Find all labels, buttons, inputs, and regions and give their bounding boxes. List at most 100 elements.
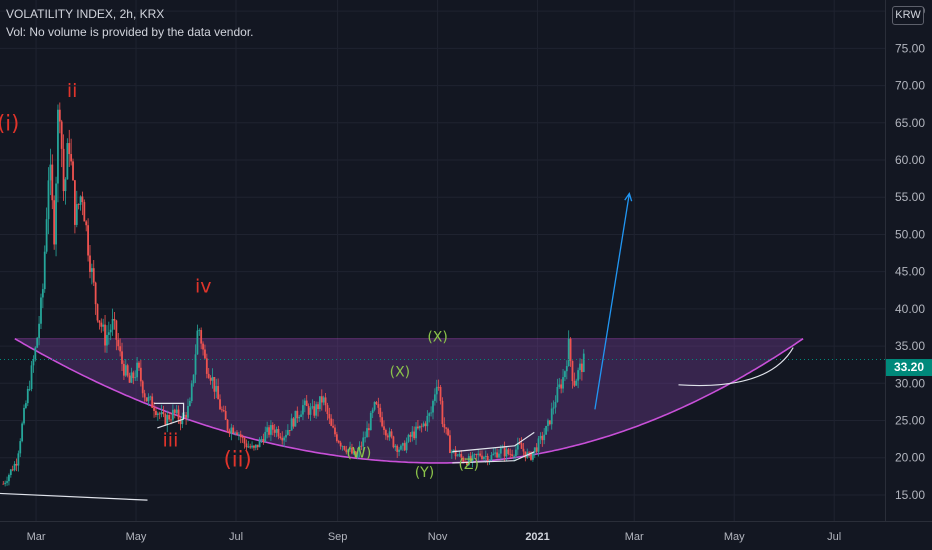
candle-body: [345, 449, 348, 453]
symbol-legend[interactable]: VOLATILITY INDEX, 2h, KRX: [6, 7, 165, 21]
time-axis[interactable]: Mar May Jul Sep Nov 2021 Mar May Jul: [27, 531, 842, 543]
candle-body: [317, 404, 319, 410]
candle-body: [286, 430, 289, 435]
candle-body: [64, 179, 67, 192]
candle-body: [403, 443, 406, 451]
candle-body: [554, 401, 557, 408]
candle-body: [241, 437, 244, 439]
candle-body: [548, 420, 551, 425]
price-tick-label: 30.00: [895, 376, 925, 390]
candle-body: [38, 323, 40, 338]
candle-body: [533, 447, 536, 453]
candle-body: [524, 451, 527, 458]
wave-label: (X): [390, 365, 411, 381]
candle-body: [285, 434, 287, 438]
candle-body: [490, 455, 493, 461]
candle-body: [139, 367, 142, 382]
candle-body: [413, 431, 416, 439]
candle-body: [145, 397, 148, 402]
candle-body: [396, 445, 399, 452]
candle-body: [498, 453, 500, 458]
candle-body: [41, 289, 44, 298]
candle-body: [51, 164, 54, 201]
candle-body: [256, 444, 259, 448]
candle-body: [398, 449, 400, 452]
price-tick-label: 15.00: [895, 488, 925, 502]
candle-body: [270, 425, 272, 435]
candle-body: [58, 109, 61, 122]
last-price-label: 33.20: [886, 359, 932, 376]
projection-arrow-head: [624, 192, 633, 202]
candle-body: [373, 402, 376, 410]
drawings: [0, 192, 885, 501]
candle-body: [13, 463, 16, 471]
candle-body: [452, 449, 455, 452]
candle-body: [177, 409, 180, 420]
candle-body: [352, 451, 355, 454]
candle-body: [132, 372, 135, 379]
candle-body: [335, 434, 338, 441]
candle-body: [9, 469, 12, 475]
price-axis[interactable]: 15.00 20.00 25.00 30.00 35.00 40.00 45.00 50.00…: [895, 4, 925, 502]
candle-body: [475, 454, 478, 456]
candle-body: [155, 410, 157, 416]
candle-body: [28, 388, 31, 390]
candle-body: [143, 393, 146, 398]
candle-body: [57, 109, 59, 184]
candle-body: [8, 474, 10, 482]
price-tick-label: 60.00: [895, 153, 925, 167]
candle-body: [211, 377, 214, 381]
candle-body: [219, 399, 221, 410]
candle-body: [375, 402, 378, 405]
candle-body: [17, 453, 20, 466]
candle-body: [494, 452, 497, 454]
candle-body: [516, 443, 519, 450]
price-tick-label: 25.00: [895, 414, 925, 428]
candle-body: [215, 386, 218, 392]
candle-body: [94, 282, 97, 305]
candle-body: [204, 349, 206, 359]
candle-body: [124, 365, 127, 376]
candle-body: [577, 370, 580, 381]
candle-body: [60, 121, 63, 149]
channel-top-line: [452, 431, 535, 453]
candle-body: [347, 449, 350, 453]
candle-body: [24, 403, 27, 408]
candle-body: [471, 454, 474, 462]
candle-body: [217, 386, 220, 400]
candle-body: [539, 435, 542, 439]
candle-body: [72, 161, 74, 181]
candle-body: [469, 456, 472, 462]
volume-legend: Vol: No volume is provided by the data v…: [6, 25, 254, 39]
candle-body: [258, 439, 261, 448]
candle-body: [264, 431, 267, 442]
cup-fill: [14, 338, 804, 463]
candle-body: [290, 418, 293, 431]
candle-body: [81, 196, 84, 203]
candle-body: [366, 428, 368, 438]
candle-body: [292, 418, 295, 427]
candle-body: [75, 204, 78, 225]
candle-body: [236, 432, 238, 435]
candle-body: [349, 447, 351, 450]
candle-body: [543, 434, 546, 441]
candle-body: [62, 148, 65, 192]
candle-body: [151, 396, 154, 408]
currency-badge[interactable]: KRW: [892, 6, 924, 25]
candle-body: [268, 427, 270, 435]
candle-body: [379, 407, 382, 418]
candle-body: [98, 320, 101, 323]
candle-body: [462, 457, 465, 462]
candle-body: [23, 407, 25, 424]
candle-body: [107, 332, 110, 335]
candle-body: [320, 396, 323, 403]
candle-body: [441, 400, 444, 425]
candle-body: [49, 164, 52, 181]
candle-body: [222, 410, 225, 412]
price-tick-label: 70.00: [895, 79, 925, 93]
time-tick-label: Jul: [229, 531, 243, 543]
candle-body: [251, 445, 253, 448]
candle-body: [418, 425, 421, 429]
